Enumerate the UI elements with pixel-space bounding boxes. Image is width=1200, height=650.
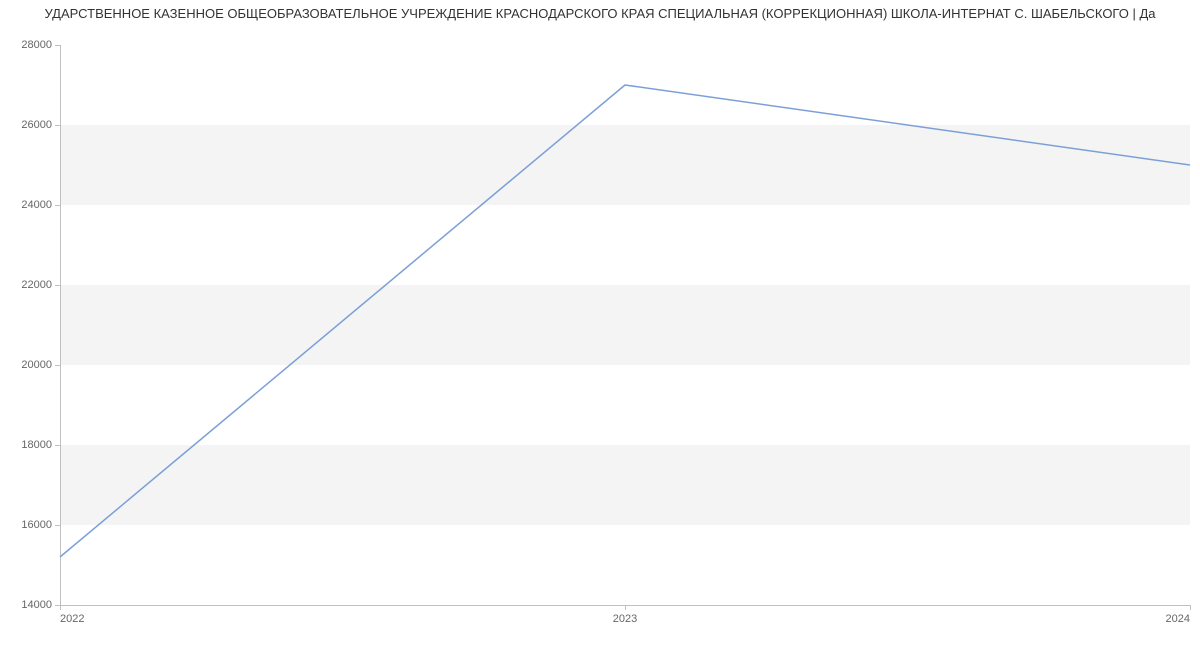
- x-tick-mark: [1190, 605, 1191, 610]
- plot-area: 1400016000180002000022000240002600028000…: [60, 45, 1190, 605]
- x-tick-label: 2024: [1166, 605, 1190, 625]
- line-layer: [60, 45, 1190, 605]
- x-tick-label: 2022: [60, 605, 84, 625]
- chart-title: УДАРСТВЕННОЕ КАЗЕННОЕ ОБЩЕОБРАЗОВАТЕЛЬНО…: [0, 6, 1200, 21]
- x-tick-mark: [625, 605, 626, 610]
- chart-container: УДАРСТВЕННОЕ КАЗЕННОЕ ОБЩЕОБРАЗОВАТЕЛЬНО…: [0, 0, 1200, 650]
- series-line: [60, 85, 1190, 557]
- x-tick-mark: [60, 605, 61, 610]
